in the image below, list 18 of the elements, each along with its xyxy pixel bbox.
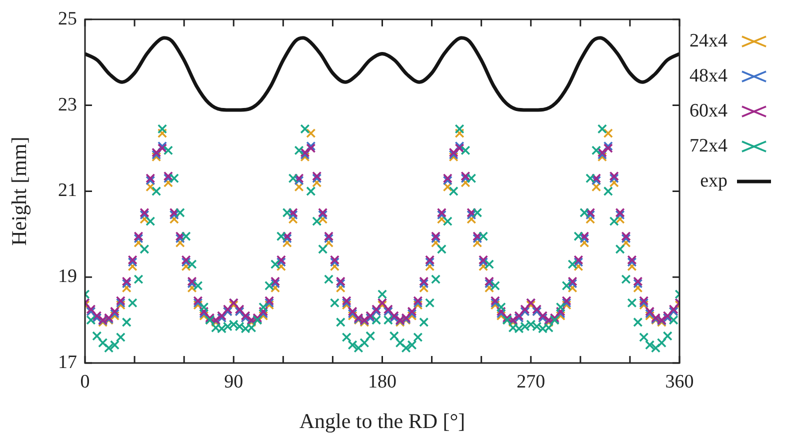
y-axis-title: Height [mm] xyxy=(7,136,32,246)
x-tick-label: 0 xyxy=(80,371,90,392)
line-series xyxy=(85,36,680,112)
legend-label: exp xyxy=(700,170,728,192)
x-tick-label: 90 xyxy=(224,371,244,392)
legend-label: 60x4 xyxy=(690,100,728,122)
x-tick-label: 270 xyxy=(516,371,546,392)
y-tick-label: 19 xyxy=(58,266,77,288)
x-axis-title: Angle to the RD [°] xyxy=(299,408,466,433)
x-tick-label: 360 xyxy=(665,371,694,392)
legend-label: 72x4 xyxy=(690,135,728,156)
legend-label: 48x4 xyxy=(690,65,728,86)
y-tick-label: 17 xyxy=(58,352,77,373)
y-tick-label: 25 xyxy=(58,8,77,30)
y-tick-label: 23 xyxy=(58,94,77,116)
y-tick-label: 21 xyxy=(58,180,77,202)
legend-label: 24x4 xyxy=(690,30,728,52)
x-tick-label: 180 xyxy=(368,371,396,392)
